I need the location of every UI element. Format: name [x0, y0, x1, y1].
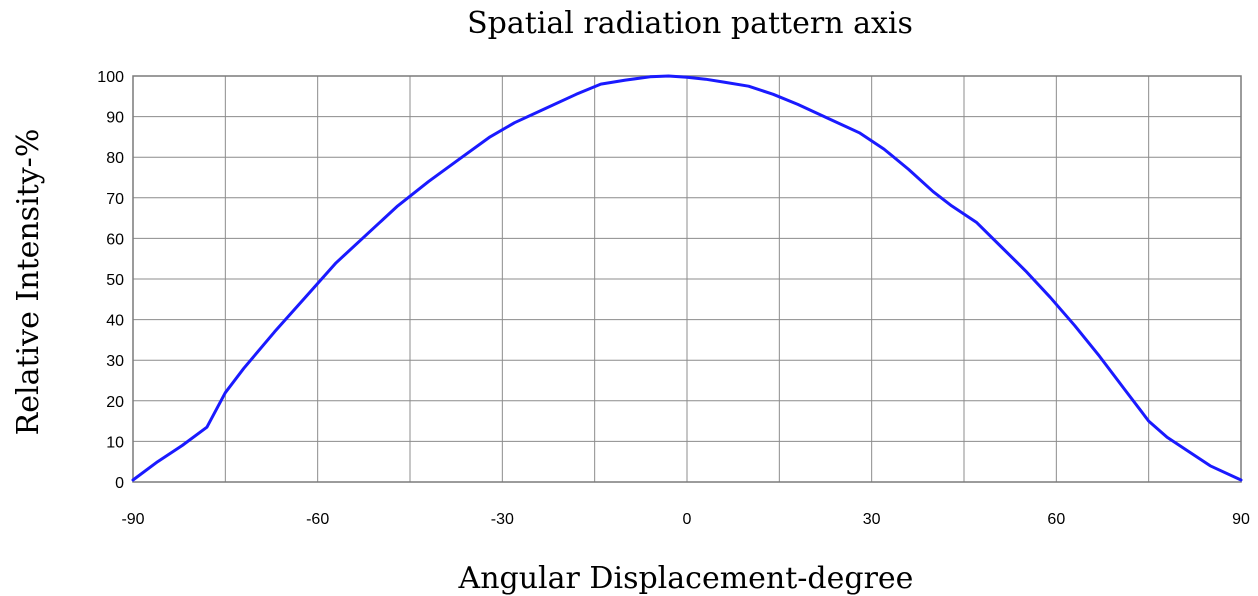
y-tick-label: 10: [106, 434, 124, 451]
y-tick-label: 70: [106, 191, 124, 208]
y-tick-label: 80: [106, 150, 124, 167]
y-axis-label: Relative Intensity-%: [11, 129, 46, 436]
y-tick-label: 0: [115, 475, 124, 492]
y-tick-label: 100: [97, 69, 124, 86]
y-tick-label: 50: [106, 272, 124, 289]
chart-title: Spatial radiation pattern axis: [467, 6, 913, 41]
y-tick-labels: 0 10 20 30 40 50 60 70 80 90 100: [97, 69, 124, 492]
x-tick-labels: -90 -60 -30 0 30 60 90: [121, 511, 1250, 528]
series-line-1: [131, 74, 1243, 482]
y-tick-label: 90: [106, 110, 124, 127]
y-tick-label: 30: [106, 353, 124, 370]
y-tick-label: 60: [106, 231, 124, 248]
series-layer: [131, 74, 1243, 482]
x-tick-label: -60: [306, 511, 329, 528]
x-tick-label: 90: [1232, 511, 1250, 528]
y-tick-label: 20: [106, 394, 124, 411]
x-tick-label: -90: [121, 511, 144, 528]
y-tick-label: 40: [106, 313, 124, 330]
grid-layer: [133, 76, 1241, 482]
x-tick-label: 60: [1047, 511, 1065, 528]
x-tick-label: 0: [683, 511, 692, 528]
x-axis-label: Angular Displacement-degree: [458, 561, 914, 596]
x-tick-label: -30: [491, 511, 514, 528]
x-tick-label: 30: [863, 511, 881, 528]
